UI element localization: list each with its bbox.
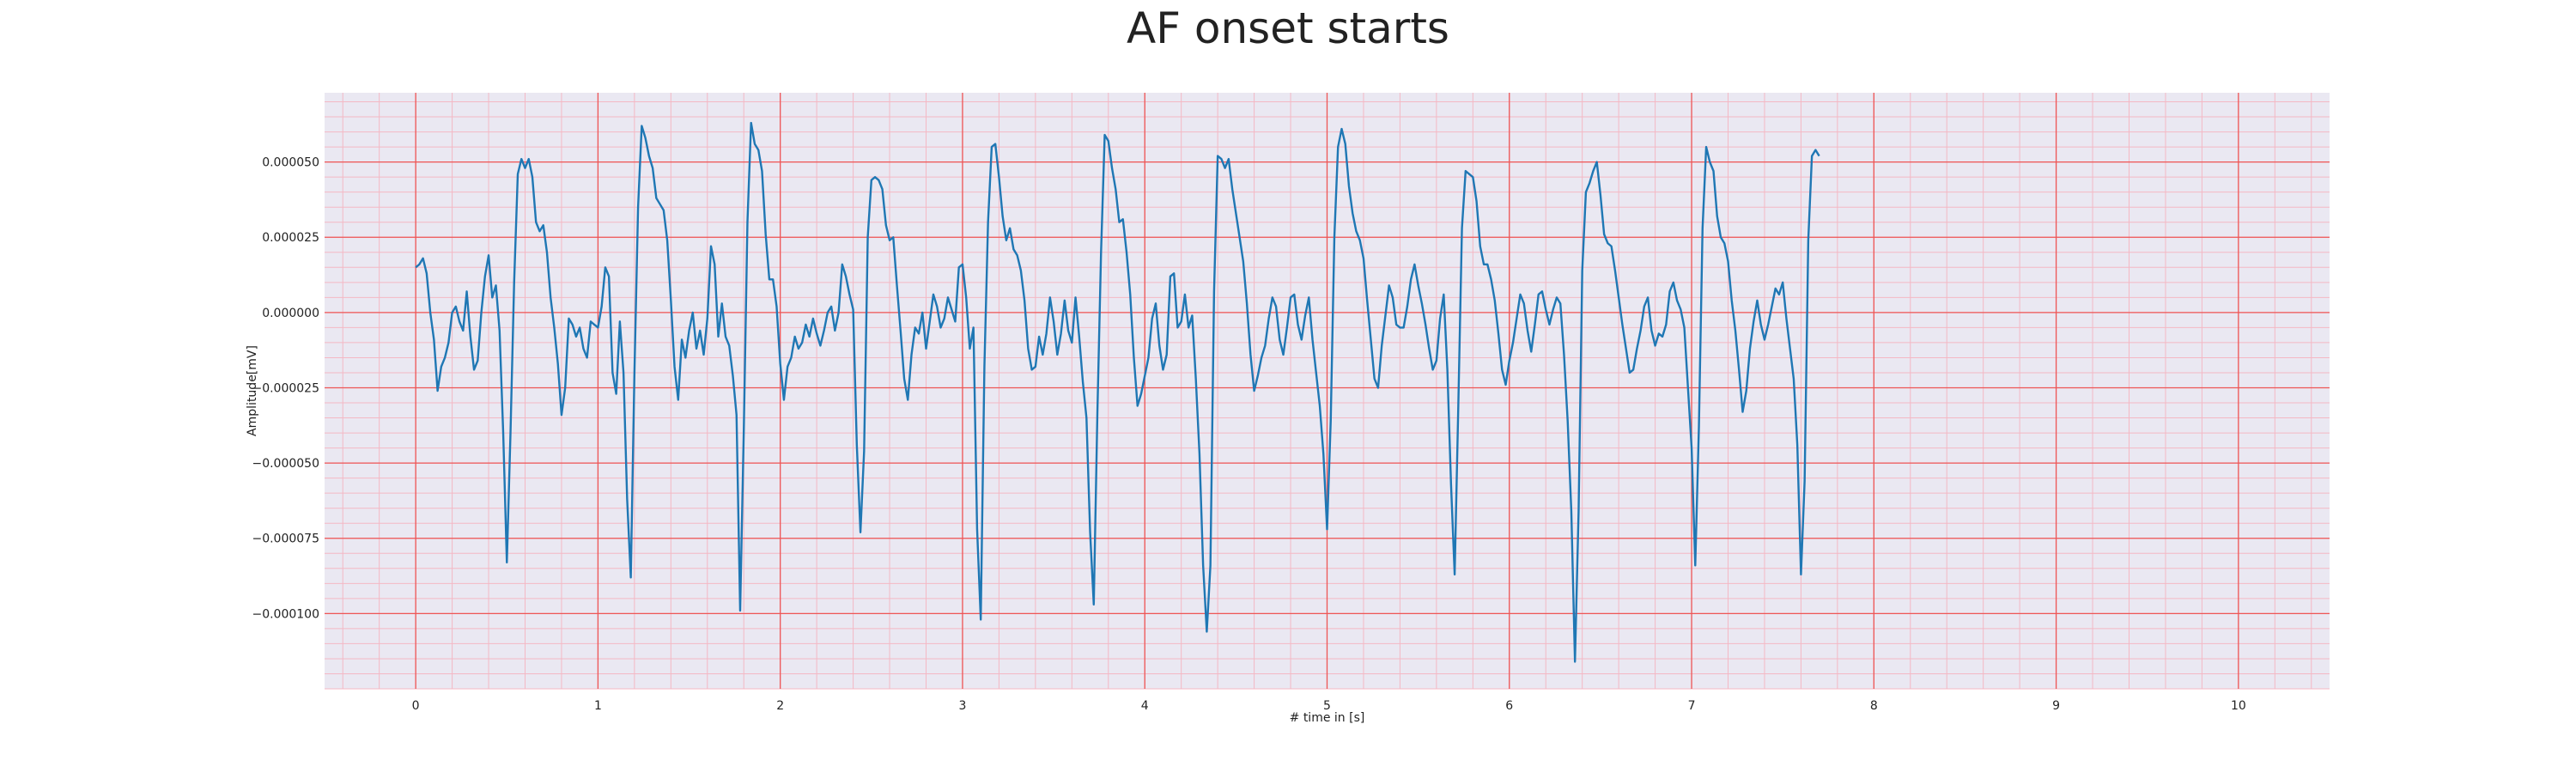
x-tick-label: 6 xyxy=(1505,699,1513,713)
x-tick-label: 4 xyxy=(1141,699,1149,713)
y-tick-label: −0.000100 xyxy=(252,607,319,621)
y-tick-labels: 0.000050 0.000025 0.000000 −0.000025 −0.0000… xyxy=(252,156,319,622)
y-tick-label: 0.000025 xyxy=(262,231,319,245)
x-tick-label: 3 xyxy=(958,699,966,713)
x-tick-label: 9 xyxy=(2052,699,2060,713)
x-tick-label: 0 xyxy=(412,699,420,713)
ecg-series-line xyxy=(415,121,1820,663)
y-tick-label: −0.000025 xyxy=(252,381,319,395)
series-layer xyxy=(415,121,1820,663)
x-tick-label: 2 xyxy=(776,699,784,713)
x-tick-label: 8 xyxy=(1870,699,1878,713)
x-tick-labels: 0 1 2 3 4 5 6 7 8 9 10 xyxy=(412,699,2246,713)
y-axis-label: Amplitude[mV] xyxy=(246,345,259,436)
y-tick-label: 0.000050 xyxy=(262,156,319,170)
y-tick-label: −0.000050 xyxy=(252,457,319,471)
x-tick-label: 7 xyxy=(1688,699,1696,713)
x-tick-label: 10 xyxy=(2231,699,2246,713)
chart-title: AF onset starts xyxy=(1127,3,1449,53)
y-tick-label: 0.000000 xyxy=(262,307,319,320)
x-tick-label: 1 xyxy=(594,699,602,713)
major-grid xyxy=(325,93,2330,689)
y-tick-label: −0.000075 xyxy=(252,533,319,546)
x-axis-label: # time in [s] xyxy=(1290,711,1365,725)
x-tick-label: 5 xyxy=(1323,699,1331,713)
